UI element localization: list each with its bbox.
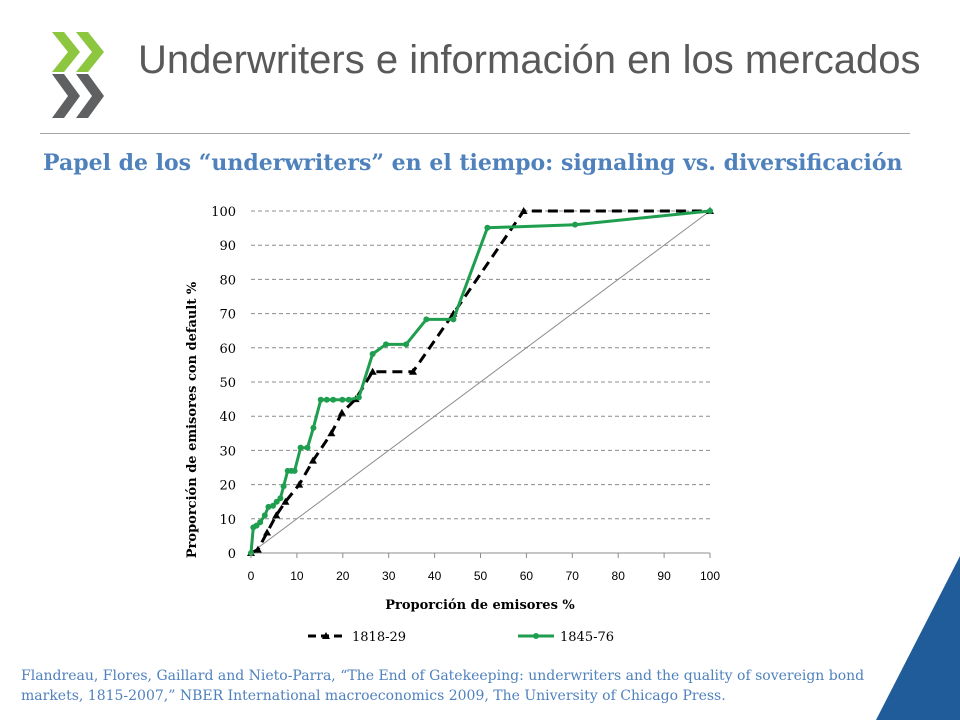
x-tick-label: 90 xyxy=(657,569,671,583)
data-point-1818-29 xyxy=(295,480,304,488)
data-point-1845-76 xyxy=(572,221,579,228)
data-point-1845-76 xyxy=(345,396,352,403)
data-point-1845-76 xyxy=(310,424,317,431)
data-point-1818-29 xyxy=(263,528,272,536)
data-point-1845-76 xyxy=(291,467,298,474)
x-tick-label: 60 xyxy=(520,569,534,583)
x-tick-label: 50 xyxy=(474,569,488,583)
source-citation: Flandreau, Flores, Gaillard and Nieto-Pa… xyxy=(21,668,865,704)
data-point-1845-76 xyxy=(323,396,330,403)
data-point-1845-76 xyxy=(423,316,430,323)
y-tick-label: 40 xyxy=(219,410,236,425)
data-point-1818-29 xyxy=(253,545,262,553)
tick-labels-layer: 0 10 20 30 40 50 60 70 80 90 100 0 10 20 30 40 50 60 70 80 9… xyxy=(211,205,720,583)
grid-layer xyxy=(251,210,710,520)
legend-1818-marker xyxy=(322,632,330,639)
x-tick-label: 10 xyxy=(290,569,304,583)
data-point-1845-76 xyxy=(339,396,346,403)
data-point-1818-29 xyxy=(409,367,418,375)
y-tick-label: 0 xyxy=(228,547,236,562)
data-point-1818-29 xyxy=(368,367,377,375)
data-point-1845-76 xyxy=(280,483,287,490)
y-tick-label: 50 xyxy=(219,376,236,391)
y-tick-label: 80 xyxy=(219,273,236,288)
data-point-1845-76 xyxy=(355,394,362,401)
data-point-1845-76 xyxy=(304,444,311,451)
data-point-1845-76 xyxy=(297,444,304,451)
data-point-1818-29 xyxy=(308,456,317,464)
y-tick-label: 70 xyxy=(219,308,236,323)
title-divider xyxy=(40,133,910,134)
data-point-1845-76 xyxy=(317,396,324,403)
data-point-1845-76 xyxy=(369,350,376,357)
x-tick-label: 100 xyxy=(700,569,720,583)
data-point-1845-76 xyxy=(707,208,713,214)
data-point-1818-29 xyxy=(337,408,346,416)
data-point-1845-76 xyxy=(277,495,284,502)
data-point-1845-76 xyxy=(484,224,491,231)
y-tick-label: 60 xyxy=(219,342,236,357)
data-point-1818-29 xyxy=(281,497,290,505)
data-point-1845-76 xyxy=(257,519,264,526)
data-point-1818-29 xyxy=(272,511,281,519)
data-point-1845-76 xyxy=(270,502,277,509)
chart-legend: 1818-29 1845-76 xyxy=(308,630,614,645)
data-point-1845-76 xyxy=(265,503,272,510)
oecd-logo-icon xyxy=(52,32,104,118)
x-tick-label: 0 xyxy=(248,569,255,583)
data-point-1818-29 xyxy=(327,429,336,437)
x-tick-label: 40 xyxy=(428,569,442,583)
data-point-1818-29 xyxy=(519,207,528,214)
lorenz-default-chart: 0 10 20 30 40 50 60 70 80 90 100 0 10 20 30 40 50 60 70 80 9… xyxy=(185,205,720,645)
data-point-1845-76 xyxy=(382,341,389,348)
equality-diagonal-line xyxy=(250,210,711,554)
y-tick-label: 10 xyxy=(219,513,236,528)
data-point-1845-76 xyxy=(450,316,457,323)
x-tick-label: 30 xyxy=(382,569,396,583)
x-tick-label: 70 xyxy=(566,569,580,583)
y-tick-label: 30 xyxy=(219,444,236,459)
legend-1845-label: 1845-76 xyxy=(560,630,614,645)
data-point-1845-76 xyxy=(403,341,410,348)
y-axis-title: Proporción de emisores con default % xyxy=(185,281,200,558)
data-point-1845-76 xyxy=(261,512,268,519)
data-point-1845-76 xyxy=(330,396,337,403)
y-tick-label: 90 xyxy=(219,239,236,254)
x-axis-title: Proporción de emisores % xyxy=(385,598,575,613)
x-tick-label: 80 xyxy=(612,569,626,583)
legend-1818-label: 1818-29 xyxy=(352,630,406,645)
y-tick-label: 100 xyxy=(211,205,236,220)
series-layer xyxy=(247,207,714,556)
legend-1845-marker xyxy=(533,633,539,639)
page-title: Underwriters e información en los mercad… xyxy=(138,38,921,82)
y-tick-label: 20 xyxy=(219,479,236,494)
x-tick-label: 20 xyxy=(336,569,350,583)
page-subtitle: Papel de los “underwriters” en el tiempo… xyxy=(43,150,903,176)
